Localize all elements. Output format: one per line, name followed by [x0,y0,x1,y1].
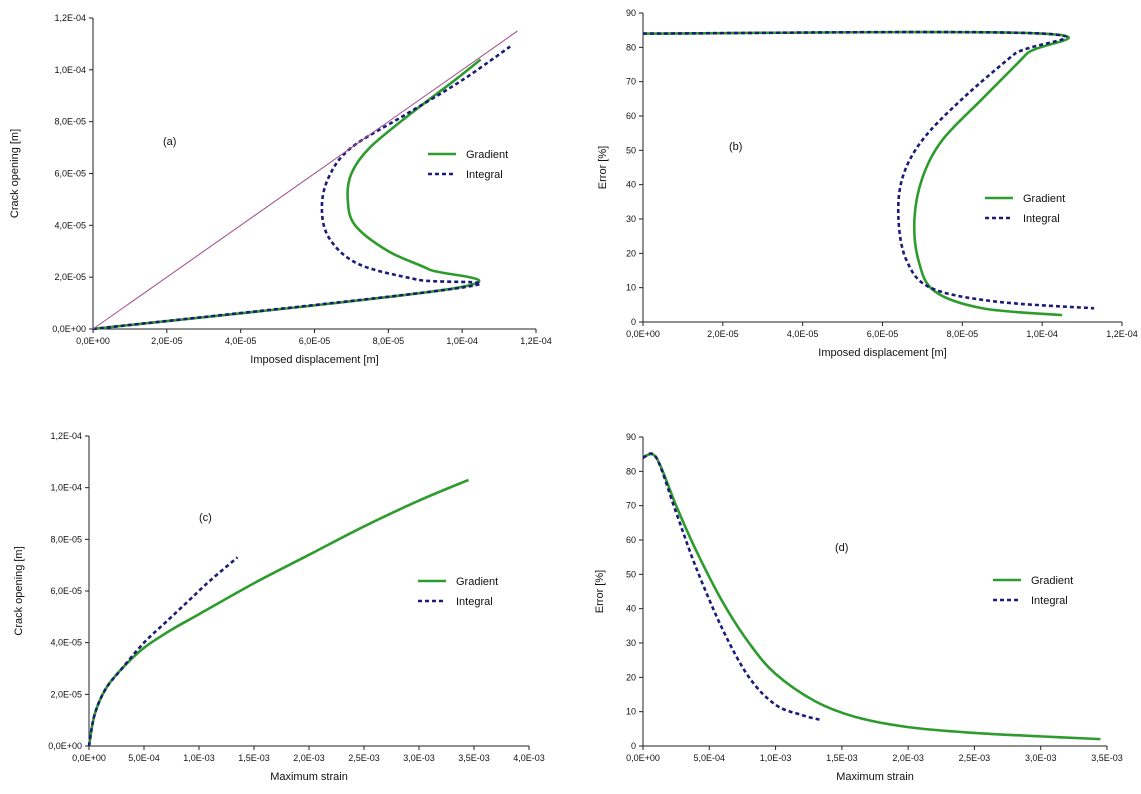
x-tick-label: 8,0E-05 [373,336,405,346]
y-tick-label: 8,0E-05 [54,117,86,127]
x-tick-label: 6,0E-05 [299,336,331,346]
y-tick-label: 0 [631,317,636,327]
y-tick-label: 90 [626,8,636,18]
legend-label-gradient: Gradient [456,576,498,588]
series-line-integral [642,30,1095,310]
y-axis-label: Crack opening [m] [9,129,21,218]
x-tick-label: 4,0E-03 [513,753,545,763]
legend-label-integral: Integral [1031,595,1068,607]
legend-label-integral: Integral [456,596,493,608]
y-tick-label: 1,0E-04 [50,483,82,493]
y-tick-label: 1,2E-04 [50,431,82,441]
x-tick-label: 4,0E-05 [225,336,257,346]
legend-label-integral: Integral [466,169,503,181]
x-tick-label: 0,0E+00 [72,753,106,763]
panel-d: 0,0E+00 5,0E-04 1,0E-03 1,5E-03 2,0E-03 2,5E-… [594,432,1123,783]
y-axis-label: Crack opening [m] [13,546,25,635]
y-tick-label: 30 [626,638,636,648]
x-tick-label: 0,0E+00 [76,336,110,346]
x-tick-label: 2,5E-03 [348,753,380,763]
y-tick-label: 80 [626,42,636,52]
y-tick-label: 2,0E-05 [54,272,86,282]
x-axis-label: Imposed displacement [m] [250,354,378,366]
x-tick-label: 2,0E-03 [293,753,325,763]
y-tick-label: 90 [626,432,636,442]
x-tick-label: 1,5E-03 [238,753,270,763]
x-tick-label: 3,5E-03 [458,753,490,763]
x-tick-label: 6,0E-05 [867,329,899,339]
y-tick-label: 70 [626,77,636,87]
y-tick-label: 0 [631,741,636,751]
y-tick-label: 1,0E-04 [54,65,86,75]
panel-label: (d) [835,542,848,554]
series-line-gradient [87,478,470,747]
legend-label-gradient: Gradient [1031,575,1073,587]
panel-label: (c) [199,512,212,524]
x-tick-label: 4,0E-05 [787,329,819,339]
y-axis-label: Error [%] [594,570,606,613]
x-tick-label: 2,5E-03 [959,753,991,763]
y-tick-label: 1,2E-04 [54,13,86,23]
y-tick-label: 0,0E+00 [48,741,82,751]
y-tick-label: 20 [626,672,636,682]
x-tick-label: 5,0E-04 [128,753,160,763]
y-tick-label: 10 [626,707,636,717]
y-tick-label: 60 [626,111,636,121]
y-tick-label: 0,0E+00 [52,324,86,334]
x-tick-label: 3,0E-03 [1025,753,1057,763]
y-tick-label: 40 [626,604,636,614]
y-tick-label: 8,0E-05 [50,534,82,544]
x-tick-label: 0,0E+00 [626,753,660,763]
x-axis-label: Maximum strain [270,771,348,783]
x-axis-label: Maximum strain [836,771,914,783]
x-tick-label: 1,5E-03 [826,753,858,763]
y-tick-label: 4,0E-05 [50,638,82,648]
panel-label: (b) [729,141,742,153]
panel-b: 0,0E+00 2,0E-05 4,0E-05 6,0E-05 8,0E-05 1,0E-… [597,8,1138,359]
x-tick-label: 1,0E-03 [760,753,792,763]
x-tick-label: 8,0E-05 [947,329,979,339]
y-tick-label: 80 [626,466,636,476]
y-tick-label: 50 [626,145,636,155]
y-tick-label: 4,0E-05 [54,220,86,230]
x-tick-label: 3,5E-03 [1091,753,1123,763]
series-line-gradient [642,452,1101,741]
series-line-gradient [92,58,482,331]
x-tick-label: 0,0E+00 [626,329,660,339]
y-tick-label: 40 [626,180,636,190]
y-tick-label: 10 [626,283,636,293]
y-tick-label: 50 [626,569,636,579]
x-tick-label: 3,0E-03 [403,753,435,763]
x-tick-label: 1,2E-04 [1106,329,1138,339]
x-axis-label: Imposed displacement [m] [818,347,946,359]
panel-a: 0,0E+00 2,0E-05 4,0E-05 6,0E-05 8,0E-05 1,0E-… [9,13,552,366]
y-tick-label: 60 [626,535,636,545]
x-tick-label: 2,0E-05 [707,329,739,339]
series-line-integral [642,452,823,722]
y-tick-label: 6,0E-05 [54,169,86,179]
series-line-gradient [642,30,1071,317]
x-tick-label: 1,2E-04 [520,336,552,346]
legend-label-gradient: Gradient [466,149,508,161]
series-line-integral [92,45,511,331]
y-tick-label: 20 [626,248,636,258]
y-axis-label: Error [%] [597,146,609,189]
x-tick-label: 2,0E-05 [151,336,183,346]
panel-label: (a) [163,136,176,148]
panel-c: 0,0E+00 5,0E-04 1,0E-03 1,5E-03 2,0E-03 2,5E-… [13,431,545,783]
series-line-integral [87,556,239,747]
x-tick-label: 1,0E-04 [1026,329,1058,339]
legend-label-gradient: Gradient [1023,193,1065,205]
legend-label-integral: Integral [1023,213,1060,225]
x-tick-label: 1,0E-03 [183,753,215,763]
y-tick-label: 70 [626,501,636,511]
series-line-reference [92,30,518,330]
x-tick-label: 5,0E-04 [694,753,726,763]
x-tick-label: 2,0E-03 [892,753,924,763]
y-tick-label: 30 [626,214,636,224]
y-tick-label: 2,0E-05 [50,689,82,699]
x-tick-label: 1,0E-04 [446,336,478,346]
y-tick-label: 6,0E-05 [50,586,82,596]
